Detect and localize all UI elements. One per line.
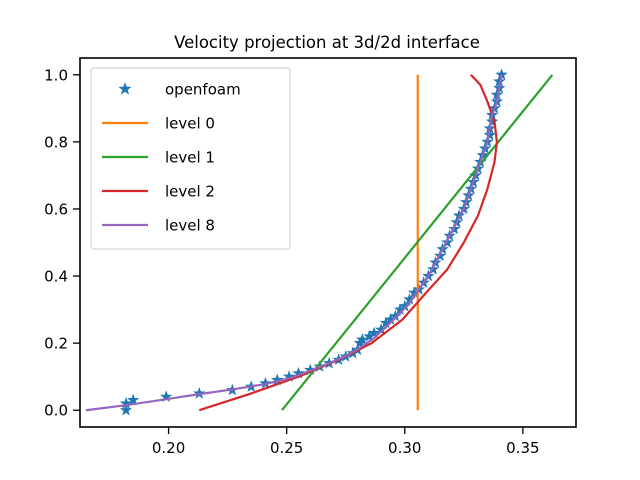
y-tick-label: 0.2 [44, 335, 68, 353]
y-tick-label: 0.6 [44, 200, 68, 218]
data-point-openfoam [408, 286, 421, 299]
data-point-openfoam [493, 74, 506, 87]
x-tick-label: 0.35 [506, 439, 539, 457]
plot-frame [79, 57, 577, 428]
data-point-openfoam [292, 366, 305, 379]
x-tick-label: 0.20 [152, 439, 185, 457]
data-point-openfoam [389, 309, 402, 322]
data-point-openfoam [363, 329, 376, 342]
legend-label-level-0: level 0 [165, 115, 215, 133]
data-point-openfoam [160, 390, 173, 403]
legend-label-level-8: level 8 [165, 217, 215, 235]
x-tick-label: 0.30 [388, 439, 421, 457]
data-point-openfoam [379, 316, 393, 329]
legend: openfoam level 0 level 1 level 2 level 8 [90, 67, 291, 250]
series-line-level-8 [85, 74, 503, 412]
data-point-openfoam [282, 370, 296, 382]
data-point-openfoam [403, 293, 416, 305]
y-tick-label: 0.8 [44, 133, 68, 151]
data-point-openfoam [271, 373, 284, 386]
x-axis: 0.20 0.25 0.30 0.35 [152, 427, 540, 457]
data-point-openfoam [384, 313, 397, 325]
y-axis: 0.0 0.2 0.4 0.6 0.8 1.0 [44, 66, 80, 420]
data-point-openfoam [398, 299, 411, 312]
data-point-openfoam [495, 68, 508, 81]
legend-label-openfoam: openfoam [165, 81, 241, 99]
data-point-openfoam [304, 363, 317, 376]
y-tick-label: 0.4 [44, 268, 68, 286]
legend-label-level-2: level 2 [165, 183, 215, 201]
plot-area [85, 68, 554, 416]
legend-frame [90, 67, 291, 250]
data-point-openfoam [119, 403, 133, 416]
data-point-openfoam [452, 209, 466, 221]
series-line-level-1 [281, 74, 554, 411]
data-point-openfoam [193, 386, 206, 399]
data-point-openfoam [367, 326, 381, 339]
data-point-openfoam [259, 376, 272, 389]
data-point-openfoam [490, 88, 504, 101]
chart-title: Velocity projection at 3d/2d interface [174, 33, 480, 52]
legend-marker-openfoam [118, 82, 132, 95]
x-tick-label: 0.25 [270, 439, 303, 457]
y-tick-label: 1.0 [44, 66, 68, 84]
data-point-openfoam [393, 303, 407, 315]
data-point-openfoam [126, 393, 140, 406]
data-point-openfoam [356, 333, 369, 346]
legend-label-level-1: level 1 [165, 149, 215, 167]
data-point-openfoam [374, 323, 388, 335]
data-point-openfoam [119, 397, 133, 409]
y-tick-label: 0.0 [44, 402, 68, 420]
